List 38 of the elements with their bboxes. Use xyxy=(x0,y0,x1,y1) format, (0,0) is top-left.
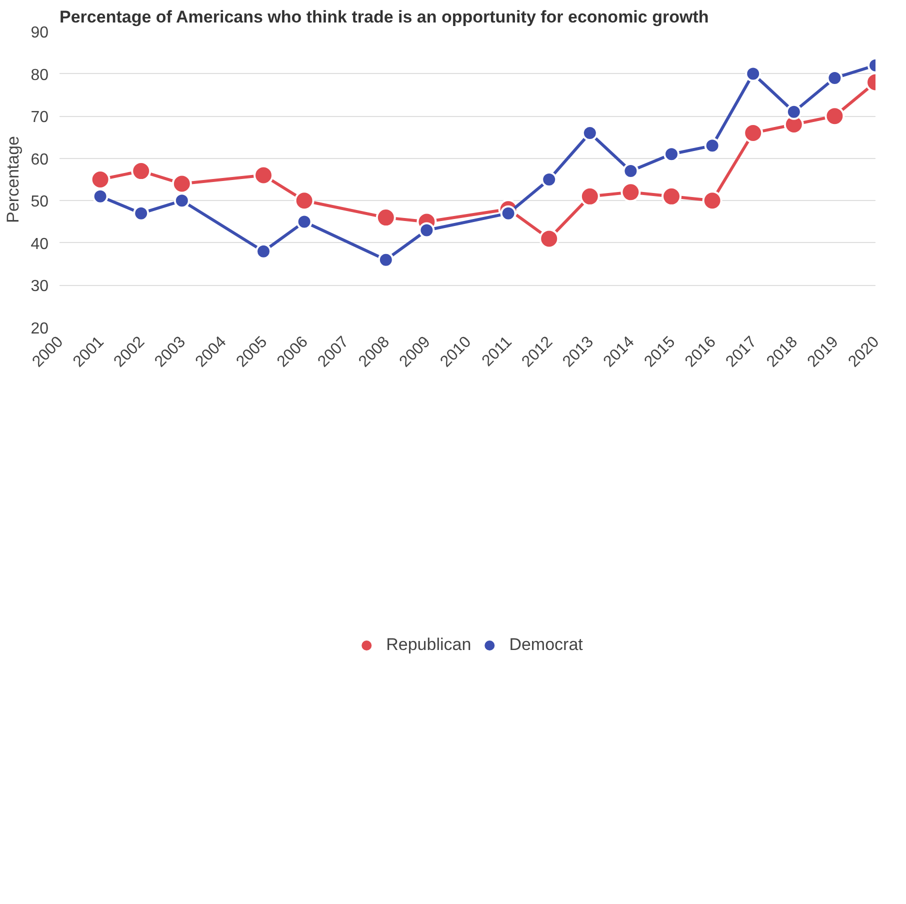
point xyxy=(418,222,435,238)
point xyxy=(745,66,762,82)
y-tick-label: 20 xyxy=(30,320,49,338)
point xyxy=(174,192,190,209)
point xyxy=(254,165,274,186)
point xyxy=(826,70,843,86)
y-tick-label: 90 xyxy=(30,24,49,42)
point xyxy=(743,123,764,143)
point xyxy=(786,104,802,120)
point xyxy=(378,252,394,268)
point xyxy=(133,205,150,222)
point xyxy=(580,186,600,206)
y-tick-label: 80 xyxy=(30,66,49,84)
point xyxy=(172,174,192,194)
y-tick-label: 40 xyxy=(30,236,49,253)
point xyxy=(90,170,110,190)
point xyxy=(92,188,108,204)
y-axis-title: Percentage xyxy=(4,136,23,223)
point xyxy=(662,186,682,206)
point xyxy=(541,172,558,188)
point xyxy=(704,138,720,154)
chart-title: Percentage of Americans who think trade is an opportunity for economic growth xyxy=(60,8,709,26)
legend-label: Democrat xyxy=(509,635,583,655)
point xyxy=(539,228,560,249)
point xyxy=(702,190,722,211)
point xyxy=(620,182,641,202)
y-tick-label: 60 xyxy=(30,151,49,168)
y-tick-label: 70 xyxy=(30,109,49,126)
point xyxy=(582,125,598,141)
point xyxy=(664,146,680,162)
point xyxy=(296,214,312,230)
point xyxy=(824,106,845,126)
point xyxy=(256,243,272,260)
y-tick-label: 50 xyxy=(30,194,49,211)
legend-label: Republican xyxy=(386,635,472,655)
y-tick-label: 30 xyxy=(30,278,49,296)
point xyxy=(294,190,314,211)
point xyxy=(500,205,516,222)
